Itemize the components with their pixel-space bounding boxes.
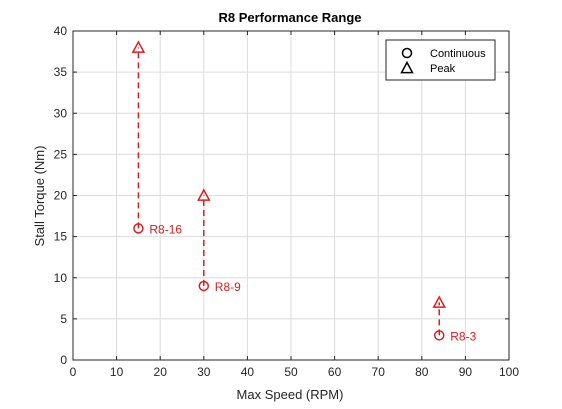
x-tick-label: 90 xyxy=(459,365,473,379)
y-tick-label: 15 xyxy=(54,230,68,244)
x-tick-label: 100 xyxy=(499,365,519,379)
continuous-point xyxy=(133,223,144,234)
y-tick-label: 0 xyxy=(60,353,67,367)
y-tick-label: 35 xyxy=(54,65,68,79)
chart-title: R8 Performance Range xyxy=(218,10,361,25)
point-label: R8-3 xyxy=(450,329,476,343)
continuous-point xyxy=(198,280,210,292)
peak-point xyxy=(197,188,211,201)
legend-label: Continuous xyxy=(430,48,486,60)
continuous-point xyxy=(433,330,445,341)
peak-point xyxy=(131,40,146,53)
y-tick-label: 25 xyxy=(54,147,68,161)
x-tick-label: 10 xyxy=(110,365,124,379)
y-tick-label: 10 xyxy=(54,271,68,285)
x-tick-label: 50 xyxy=(284,365,298,379)
legend-circle-icon xyxy=(401,47,413,59)
y-axis-label: Stall Torque (Nm) xyxy=(32,146,47,247)
data-layer: R8-16 R8-9 R8-3 xyxy=(131,40,477,343)
peak-point xyxy=(432,295,446,308)
x-tick-label: 80 xyxy=(415,365,429,379)
x-tick-label: 70 xyxy=(372,365,386,379)
tick-layer: 0 10 20 30 40 50 60 70 80 90 100 0 5 10 15 20 25 30 35 40 xyxy=(54,24,520,379)
y-tick-label: 40 xyxy=(54,24,68,38)
point-label: R8-9 xyxy=(215,280,241,294)
legend-label: Peak xyxy=(430,63,456,75)
y-tick-label: 5 xyxy=(60,312,67,326)
x-tick-label: 0 xyxy=(70,365,77,379)
legend-triangle-icon xyxy=(400,60,414,74)
x-axis-label: Max Speed (RPM) xyxy=(237,387,344,402)
x-tick-label: 30 xyxy=(197,365,211,379)
legend: Continuous Peak xyxy=(385,39,496,81)
x-tick-label: 60 xyxy=(328,365,342,379)
y-tick-label: 30 xyxy=(54,106,68,120)
x-tick-label: 20 xyxy=(154,365,168,379)
point-label: R8-16 xyxy=(149,222,182,236)
x-tick-label: 40 xyxy=(241,365,255,379)
y-tick-label: 20 xyxy=(54,189,68,203)
